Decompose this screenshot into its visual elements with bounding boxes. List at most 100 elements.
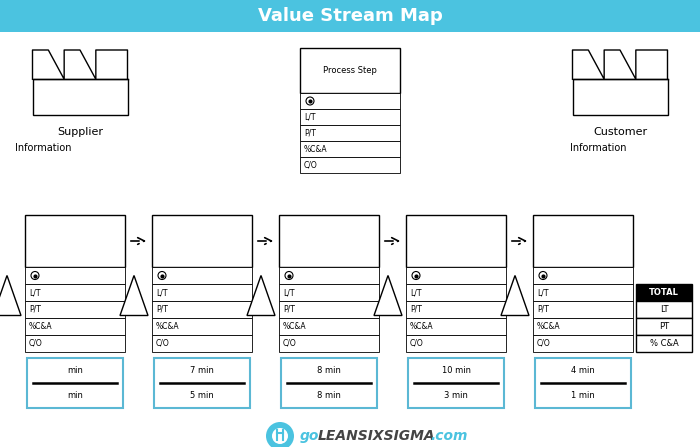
Text: C/O: C/O [283,339,297,348]
Bar [406,215,506,267]
Text: min: min [67,391,83,400]
Text: P/T: P/T [156,305,168,314]
Text: C/O: C/O [304,160,318,169]
Circle shape [272,428,288,444]
Bar [636,318,692,335]
Text: Supplier: Supplier [57,127,103,137]
Bar [152,215,252,267]
Text: 8 min: 8 min [317,391,341,400]
Text: 7 min: 7 min [190,366,214,375]
Text: C/O: C/O [156,339,169,348]
Bar [25,284,125,301]
Bar [533,267,633,284]
Text: %C&A: %C&A [156,322,180,331]
Text: %C&A: %C&A [304,144,328,153]
Text: min: min [67,366,83,375]
Bar [636,301,692,318]
Text: % C&A: % C&A [650,339,678,348]
Text: Process Step: Process Step [323,66,377,75]
Bar [300,109,400,125]
Polygon shape [120,275,148,316]
Text: Customer: Customer [593,127,647,137]
Bar [300,48,400,93]
Text: C/O: C/O [537,339,551,348]
Bar [533,301,633,318]
Bar [279,301,379,318]
Bar [533,284,633,301]
Text: LEANSIXSIGMA: LEANSIXSIGMA [318,429,435,443]
Text: P/T: P/T [537,305,549,314]
Bar [406,267,506,284]
Text: L/T: L/T [29,288,41,297]
Polygon shape [501,275,529,316]
Bar [32,79,127,115]
Bar [300,93,400,109]
Bar [573,79,668,115]
Text: L/T: L/T [537,288,549,297]
Text: L/T: L/T [156,288,167,297]
Text: PT: PT [659,322,669,331]
Bar [406,335,506,352]
Text: C/O: C/O [410,339,424,348]
Bar [406,301,506,318]
Bar [279,215,379,267]
Circle shape [266,422,294,447]
Bar [406,284,506,301]
Bar [535,358,631,408]
Text: 8 min: 8 min [317,366,341,375]
Polygon shape [247,275,275,316]
Bar [25,318,125,335]
Text: L/T: L/T [304,113,316,122]
Text: P/T: P/T [283,305,295,314]
Text: %C&A: %C&A [283,322,307,331]
Bar [279,335,379,352]
Text: LT: LT [659,305,668,314]
Bar [533,215,633,267]
Bar [152,335,252,352]
Bar [279,284,379,301]
Bar [0,0,700,32]
Bar [152,267,252,284]
Bar [533,335,633,352]
Bar [300,125,400,141]
Bar [533,318,633,335]
Bar [25,335,125,352]
Bar [279,318,379,335]
Bar [300,157,400,173]
Text: 10 min: 10 min [442,366,470,375]
Bar [25,215,125,267]
Text: L/T: L/T [283,288,295,297]
Text: 4 min: 4 min [571,366,595,375]
Text: %C&A: %C&A [537,322,561,331]
Bar [636,284,692,301]
Polygon shape [0,275,21,316]
Text: Value Stream Map: Value Stream Map [258,7,442,25]
Bar [281,358,377,408]
Bar [152,284,252,301]
Text: L/T: L/T [410,288,421,297]
Text: 5 min: 5 min [190,391,214,400]
Text: 3 min: 3 min [444,391,468,400]
Bar [408,358,504,408]
Text: C/O: C/O [29,339,43,348]
Bar [25,301,125,318]
Bar [279,267,379,284]
Text: go: go [300,429,319,443]
Text: Information: Information [15,143,71,153]
Bar [152,301,252,318]
Text: .com: .com [430,429,468,443]
Bar [154,358,250,408]
Bar [636,335,692,352]
Text: 1 min: 1 min [571,391,595,400]
Text: TOTAL: TOTAL [649,288,679,297]
Text: P/T: P/T [304,128,316,138]
Text: Information: Information [570,143,626,153]
Bar [406,318,506,335]
Text: %C&A: %C&A [29,322,52,331]
Bar [300,141,400,157]
Bar [27,358,123,408]
Text: %C&A: %C&A [410,322,433,331]
Text: P/T: P/T [410,305,422,314]
Bar [152,318,252,335]
Polygon shape [374,275,402,316]
